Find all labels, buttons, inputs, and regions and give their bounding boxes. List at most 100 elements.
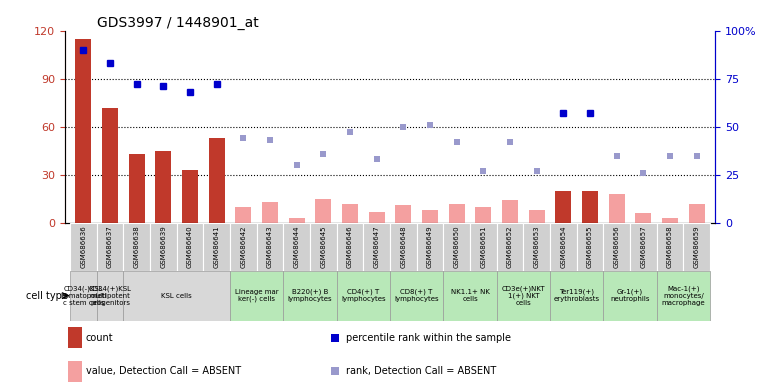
Bar — [123, 271, 230, 321]
Text: GSM686647: GSM686647 — [374, 225, 380, 268]
Text: B220(+) B
lymphocytes: B220(+) B lymphocytes — [288, 289, 333, 303]
Text: GSM686659: GSM686659 — [694, 225, 699, 268]
Bar — [497, 223, 524, 271]
Text: GSM686651: GSM686651 — [480, 225, 486, 268]
Bar — [203, 223, 230, 271]
Bar — [550, 271, 603, 321]
Bar — [97, 271, 123, 321]
Text: GSM686645: GSM686645 — [320, 225, 326, 268]
Text: GSM686643: GSM686643 — [267, 225, 273, 268]
Bar — [449, 204, 465, 223]
Bar — [283, 223, 310, 271]
Bar — [102, 108, 118, 223]
Text: CD34(-)KSL
hematopoieti
c stem cells: CD34(-)KSL hematopoieti c stem cells — [60, 285, 107, 306]
Bar — [97, 223, 123, 271]
Bar — [283, 271, 336, 321]
Text: GSM686650: GSM686650 — [454, 225, 460, 268]
Bar — [390, 223, 417, 271]
Bar — [662, 218, 678, 223]
Bar — [635, 213, 651, 223]
Bar — [683, 223, 710, 271]
Text: percentile rank within the sample: percentile rank within the sample — [345, 333, 511, 343]
Bar — [129, 154, 145, 223]
Bar — [288, 218, 304, 223]
Text: GSM686638: GSM686638 — [134, 225, 140, 268]
Bar — [444, 223, 470, 271]
Bar — [342, 204, 358, 223]
Text: GSM686654: GSM686654 — [560, 225, 566, 268]
Bar — [582, 191, 598, 223]
Text: CD8(+) T
lymphocytes: CD8(+) T lymphocytes — [394, 289, 439, 303]
Bar — [68, 327, 82, 348]
Text: GSM686639: GSM686639 — [161, 225, 167, 268]
Bar — [609, 194, 625, 223]
Text: rank, Detection Call = ABSENT: rank, Detection Call = ABSENT — [345, 366, 496, 376]
Bar — [310, 223, 336, 271]
Text: GSM686641: GSM686641 — [214, 225, 220, 268]
Bar — [262, 202, 278, 223]
Bar — [123, 223, 150, 271]
Bar — [497, 271, 550, 321]
Bar — [657, 223, 683, 271]
Bar — [70, 271, 97, 321]
Text: GSM686636: GSM686636 — [81, 225, 86, 268]
Bar — [657, 271, 710, 321]
Text: GSM686642: GSM686642 — [240, 225, 247, 268]
Bar — [476, 207, 492, 223]
Bar — [577, 223, 603, 271]
Text: GSM686644: GSM686644 — [294, 225, 300, 268]
Bar — [68, 361, 82, 382]
Text: GSM686640: GSM686640 — [187, 225, 193, 268]
Text: Gr-1(+)
neutrophils: Gr-1(+) neutrophils — [610, 289, 650, 303]
Text: GSM686653: GSM686653 — [533, 225, 540, 268]
Text: count: count — [85, 333, 113, 343]
Bar — [524, 223, 550, 271]
Text: CD34(+)KSL
multipotent
progenitors: CD34(+)KSL multipotent progenitors — [88, 285, 132, 306]
Text: CD4(+) T
lymphocytes: CD4(+) T lymphocytes — [341, 289, 386, 303]
Bar — [177, 223, 203, 271]
Text: GSM686657: GSM686657 — [640, 225, 646, 268]
Text: GSM686656: GSM686656 — [613, 225, 619, 268]
Bar — [603, 223, 630, 271]
Bar — [444, 271, 497, 321]
Bar — [556, 191, 572, 223]
Text: GSM686646: GSM686646 — [347, 225, 353, 268]
Bar — [336, 271, 390, 321]
Text: CD3e(+)NKT
1(+) NKT
cells: CD3e(+)NKT 1(+) NKT cells — [501, 285, 545, 306]
Text: GSM686655: GSM686655 — [587, 225, 593, 268]
Text: GSM686652: GSM686652 — [507, 225, 513, 268]
Bar — [603, 271, 657, 321]
Bar — [422, 210, 438, 223]
Bar — [689, 204, 705, 223]
Bar — [235, 207, 251, 223]
Text: cell type: cell type — [26, 291, 68, 301]
Bar — [502, 200, 518, 223]
Text: Ter119(+)
erythroblasts: Ter119(+) erythroblasts — [553, 289, 600, 303]
Bar — [70, 223, 97, 271]
Text: NK1.1+ NK
cells: NK1.1+ NK cells — [451, 289, 489, 302]
Bar — [256, 223, 283, 271]
Bar — [396, 205, 412, 223]
Text: GSM686658: GSM686658 — [667, 225, 673, 268]
Bar — [363, 223, 390, 271]
Bar — [75, 39, 91, 223]
Bar — [150, 223, 177, 271]
Bar — [155, 151, 171, 223]
Bar — [315, 199, 331, 223]
Text: KSL cells: KSL cells — [161, 293, 192, 299]
Bar — [630, 223, 657, 271]
Text: Lineage mar
ker(-) cells: Lineage mar ker(-) cells — [235, 289, 279, 303]
Bar — [336, 223, 363, 271]
Text: GDS3997 / 1448901_at: GDS3997 / 1448901_at — [97, 16, 259, 30]
Bar — [470, 223, 497, 271]
Text: GSM686648: GSM686648 — [400, 225, 406, 268]
Bar — [417, 223, 444, 271]
Text: GSM686637: GSM686637 — [107, 225, 113, 268]
Text: GSM686649: GSM686649 — [427, 225, 433, 268]
Bar — [230, 271, 283, 321]
Bar — [529, 210, 545, 223]
Bar — [390, 271, 444, 321]
Bar — [550, 223, 577, 271]
Bar — [209, 138, 224, 223]
Text: value, Detection Call = ABSENT: value, Detection Call = ABSENT — [85, 366, 240, 376]
